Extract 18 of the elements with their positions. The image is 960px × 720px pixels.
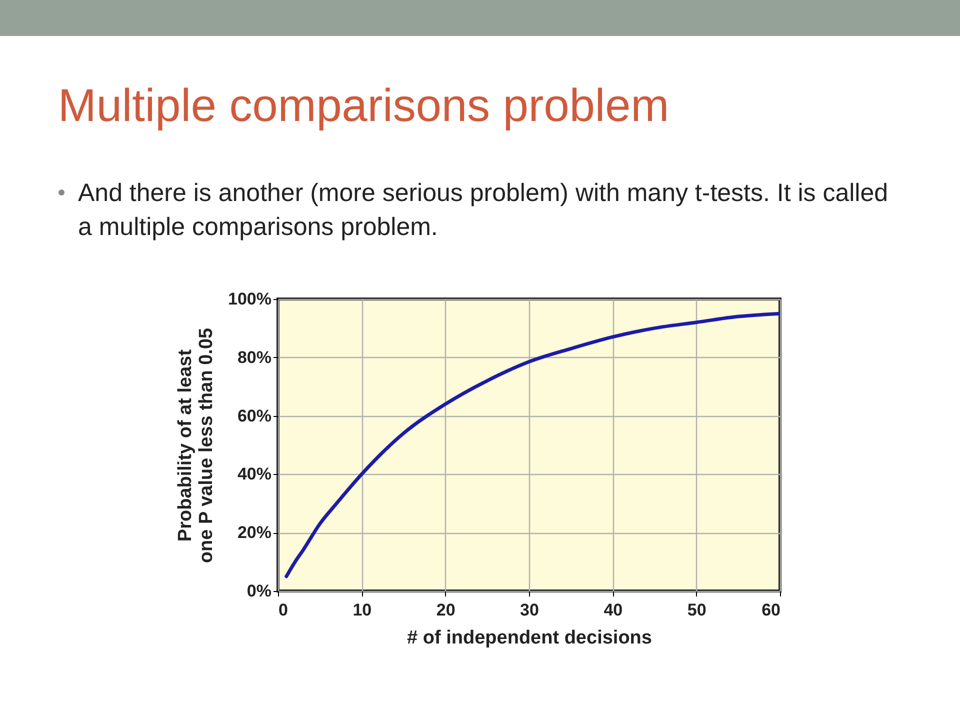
y-tick-label: 20% bbox=[237, 523, 272, 542]
x-tick-label: 0 bbox=[278, 600, 288, 620]
y-tick-label: 60% bbox=[237, 406, 272, 426]
chart-title: Multiple comparisons problem bbox=[58, 78, 670, 132]
y-tick-label: 40% bbox=[237, 464, 272, 484]
x-tick-label: 50 bbox=[687, 600, 706, 620]
chart-subtitle: And there is another (more serious problem) with many t-tests. It is called a multiple comparisons problem. bbox=[77, 178, 890, 243]
x-tick-label: 30 bbox=[520, 600, 539, 620]
y-tick-label: 100% bbox=[228, 290, 272, 308]
y-axis-title: Probability of at least one P value less than 0.05 bbox=[175, 327, 218, 564]
x-tick-label: 10 bbox=[352, 600, 372, 620]
y-tick-label: 80% bbox=[237, 348, 272, 367]
x-tick-label: 20 bbox=[436, 600, 456, 620]
x-tick-label: 40 bbox=[604, 600, 623, 620]
y-tick-label: 0% bbox=[246, 582, 272, 600]
x-axis-title: # of independent decisions bbox=[407, 628, 652, 648]
line-series bbox=[284, 312, 780, 578]
x-tick-label: 60 bbox=[762, 600, 780, 620]
